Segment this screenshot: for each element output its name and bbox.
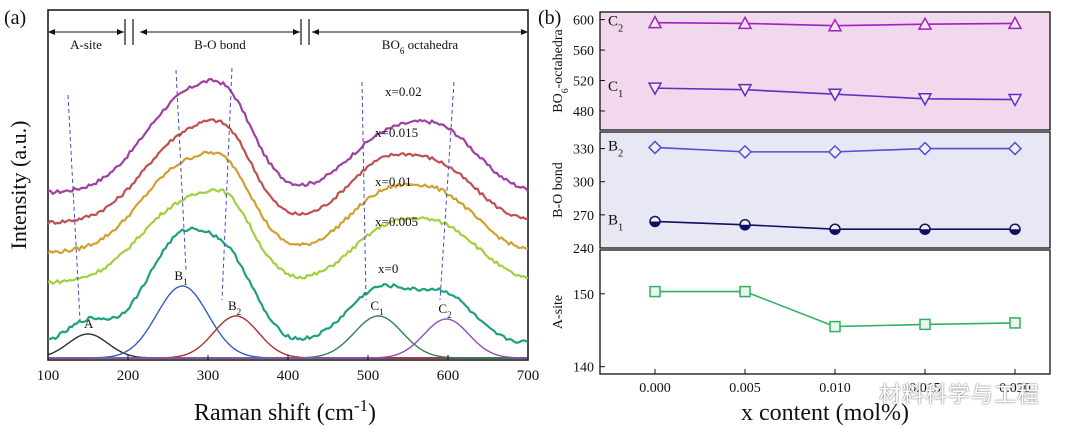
subplot-2-ylabel: A-site bbox=[551, 295, 566, 329]
subplot-2-ytick-label-1: 150 bbox=[573, 288, 594, 303]
subplot-1-ytick-label-3: 330 bbox=[573, 143, 594, 158]
spectrum-2 bbox=[47, 150, 529, 255]
subplot-0-ytick-label-3: 600 bbox=[573, 14, 594, 29]
subplot-0-series-0-marker-4 bbox=[1007, 15, 1023, 30]
region-arrowhead-right-2 bbox=[521, 29, 528, 35]
fit-peak-label-2: B2 bbox=[228, 298, 242, 317]
guide-dash-4 bbox=[439, 81, 455, 301]
subplot-1-ylabel: B-O bond bbox=[551, 162, 566, 218]
region-arrowhead-left-2 bbox=[312, 29, 319, 35]
guide-dash-1 bbox=[175, 69, 187, 271]
spectrum-label-2: x=0.01 bbox=[375, 174, 412, 189]
subplot-2-series-0-marker-3 bbox=[919, 318, 931, 331]
region-arrowhead-left-1 bbox=[140, 29, 147, 35]
spectrum-4 bbox=[47, 226, 529, 344]
subplot-0-series-1-marker-2 bbox=[827, 88, 843, 102]
b-x-tick-label-3: 0.015 bbox=[909, 381, 941, 396]
y-axis-title-a: Intensity (a.u.) bbox=[6, 121, 31, 250]
spectrum-label-1: x=0.015 bbox=[375, 125, 418, 140]
subplot-0-ytick-label-0: 480 bbox=[573, 105, 594, 120]
region-label-2: BO6 octahedra bbox=[382, 37, 459, 56]
x-tick-label-3: 400 bbox=[277, 368, 300, 384]
region-arrowhead-right-1 bbox=[293, 29, 300, 35]
subplot-0-series-0-marker-3 bbox=[917, 16, 933, 30]
subplot-2-series-0-marker-0 bbox=[649, 285, 661, 298]
subplot-0-series-0-marker-1 bbox=[737, 15, 753, 30]
subplot-1-series-0-marker-1 bbox=[737, 144, 753, 159]
x-tick-label-1: 200 bbox=[117, 368, 140, 384]
subplot-1-series-1-marker-2-fill bbox=[830, 229, 840, 235]
subplot-0-series-0-marker-2 bbox=[827, 18, 843, 32]
subplot-1-series-1-marker-1-fill bbox=[740, 224, 750, 230]
x-tick-label-6: 700 bbox=[517, 368, 540, 384]
spectrum-3 bbox=[47, 188, 529, 286]
fit-peak-label-4: C2 bbox=[438, 301, 452, 320]
subplot-0-series-1-label: C1 bbox=[608, 79, 623, 100]
subplot-1-ytick-label-0: 240 bbox=[573, 242, 594, 257]
x-tick-label-5: 600 bbox=[437, 368, 460, 384]
subplot-frame-1 bbox=[599, 131, 1051, 249]
fit-peak-label-1: B1 bbox=[174, 268, 187, 287]
region-label-0: A-site bbox=[70, 37, 102, 52]
fit-peak-label-0: A bbox=[84, 316, 94, 331]
guide-dash-0 bbox=[67, 94, 81, 321]
subplot-2-series-0-marker-1 bbox=[739, 285, 751, 298]
fit-peak-4 bbox=[48, 318, 528, 359]
fit-peak-label-3: C1 bbox=[370, 298, 383, 317]
subplot-1-series-1-marker-0-fill bbox=[650, 221, 660, 227]
x-tick-label-0: 100 bbox=[37, 368, 60, 384]
x-tick-label-2: 300 bbox=[197, 368, 220, 384]
region-label-1: B-O bond bbox=[194, 37, 246, 52]
subplot-frame-2 bbox=[599, 249, 1051, 375]
b-x-tick-label-0: 0.000 bbox=[639, 381, 671, 396]
subplot-1-series-1-label: B1 bbox=[608, 212, 623, 233]
guide-dash-2 bbox=[221, 67, 233, 301]
region-arrowhead-left-0 bbox=[48, 29, 55, 35]
subplot-0-series-1-marker-4 bbox=[1007, 93, 1023, 108]
spectrum-1 bbox=[47, 118, 529, 225]
x-tick-label-4: 500 bbox=[357, 368, 380, 384]
guide-dash-3 bbox=[361, 81, 367, 301]
x-axis-title-a: Raman shift (cm-1) bbox=[194, 396, 376, 427]
subplot-0-ytick-label-2: 560 bbox=[573, 44, 594, 59]
panel-b-label: (b) bbox=[538, 7, 561, 29]
region-arrowhead-right-0 bbox=[117, 29, 124, 35]
subplot-2-series-0-marker-2 bbox=[829, 320, 841, 333]
subplot-1-ytick-label-2: 300 bbox=[573, 176, 594, 191]
x-axis-title-b: x content (mol%) bbox=[741, 400, 909, 426]
subplot-0-series-0-marker-0 bbox=[647, 15, 663, 29]
watermark: 材料科学与工程 bbox=[878, 383, 1040, 408]
subplot-2-ytick-label-0: 140 bbox=[573, 361, 594, 376]
subplot-0-series-1-marker-3 bbox=[917, 93, 933, 107]
spectrum-label-4: x=0 bbox=[378, 261, 398, 276]
subplot-1-series-0-marker-2 bbox=[827, 144, 843, 159]
panel-a-label: (a) bbox=[4, 7, 26, 29]
subplot-0-series-1-marker-0 bbox=[647, 82, 663, 96]
subplot-1-series-0-marker-4 bbox=[1007, 141, 1023, 156]
subplot-1-series-0-marker-3 bbox=[917, 141, 933, 156]
spectrum-0 bbox=[47, 77, 529, 196]
spectrum-label-3: x=0.005 bbox=[375, 214, 418, 229]
subplot-0-series-0-label: C2 bbox=[608, 14, 623, 35]
subplot-0-ylabel: BO6-octahedra bbox=[551, 29, 571, 113]
spectrum-label-0: x=0.02 bbox=[385, 84, 422, 99]
subplot-0-ytick-label-1: 520 bbox=[573, 75, 594, 90]
subplot-1-ytick-label-1: 270 bbox=[573, 209, 594, 224]
subplot-0-series-1-marker-1 bbox=[737, 83, 753, 98]
b-x-tick-label-2: 0.010 bbox=[819, 381, 851, 396]
subplot-frame-0 bbox=[599, 11, 1051, 131]
subplot-1-series-0-label: B2 bbox=[608, 138, 623, 159]
subplot-2-series-0-marker-4 bbox=[1009, 317, 1021, 329]
subplot-1-series-1-marker-4-fill bbox=[1010, 229, 1020, 235]
panel-a-frame bbox=[47, 9, 529, 361]
b-x-tick-label-4: 0.020 bbox=[999, 381, 1031, 396]
subplot-1-series-0-marker-0 bbox=[647, 140, 663, 155]
b-x-tick-label-1: 0.005 bbox=[729, 381, 761, 396]
subplot-1-series-1-marker-3-fill bbox=[920, 229, 930, 235]
